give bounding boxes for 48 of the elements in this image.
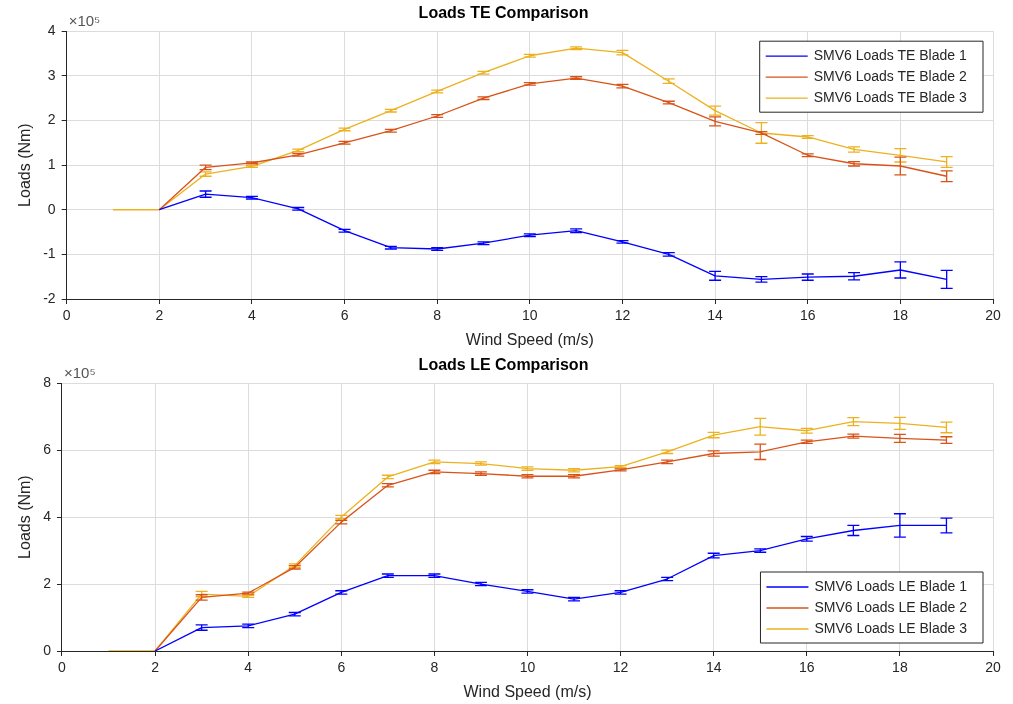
x-tick-label: 6 bbox=[340, 307, 349, 324]
x-tick-label: 12 bbox=[612, 659, 629, 676]
y-tick-label: 2 bbox=[43, 574, 52, 591]
legend-label: SMV6 Loads LE Blade 3 bbox=[814, 619, 968, 636]
x-tick-label: 18 bbox=[892, 307, 909, 324]
x-tick-label: 4 bbox=[248, 307, 257, 324]
y-tick-label: 0 bbox=[47, 200, 56, 217]
x-tick-label: 14 bbox=[707, 307, 724, 324]
x-tick-label: 20 bbox=[985, 307, 1001, 324]
y-axis-title: Loads (Nm) bbox=[16, 123, 34, 207]
x-tick-label: 4 bbox=[244, 659, 253, 676]
legend-label: SMV6 Loads TE Blade 1 bbox=[813, 47, 967, 64]
x-tick-label: 16 bbox=[799, 307, 816, 324]
x-axis-title: Wind Speed (m/s) bbox=[463, 682, 592, 700]
x-tick-label: 18 bbox=[892, 659, 908, 676]
x-axis-title: Wind Speed (m/s) bbox=[465, 330, 594, 348]
y-tick-label: 3 bbox=[47, 66, 56, 83]
x-tick-label: 2 bbox=[155, 307, 164, 324]
x-tick-label: 12 bbox=[614, 307, 631, 324]
legend-label: SMV6 Loads LE Blade 2 bbox=[814, 598, 968, 615]
y-tick-label: 4 bbox=[47, 22, 56, 39]
y-tick-label: 2 bbox=[47, 111, 56, 128]
y-tick-label: 6 bbox=[43, 441, 52, 458]
y-tick-label: 1 bbox=[47, 155, 56, 172]
y-tick-label: -2 bbox=[43, 289, 56, 306]
x-tick-label: 8 bbox=[430, 659, 439, 676]
x-tick-label: 0 bbox=[62, 307, 71, 324]
legend-label: SMV6 Loads LE Blade 1 bbox=[814, 577, 968, 594]
y-tick-label: 4 bbox=[43, 507, 52, 524]
x-tick-label: 10 bbox=[519, 659, 536, 676]
x-tick-label: 10 bbox=[522, 307, 538, 324]
y-axis-title: Loads (Nm) bbox=[16, 475, 34, 559]
x-tick-label: 14 bbox=[705, 659, 722, 676]
y-tick-label: 8 bbox=[43, 374, 52, 391]
chart-title: Loads LE Comparison bbox=[418, 356, 589, 374]
x-tick-label: 20 bbox=[985, 659, 1001, 676]
x-tick-label: 0 bbox=[58, 659, 67, 676]
chart-title: Loads TE Comparison bbox=[418, 4, 589, 22]
y-tick-label: 0 bbox=[43, 641, 52, 658]
legend-label: SMV6 Loads TE Blade 2 bbox=[813, 68, 967, 85]
x-tick-label: 16 bbox=[799, 659, 815, 676]
legend-label: SMV6 Loads TE Blade 3 bbox=[813, 89, 967, 106]
y-tick-label: -1 bbox=[43, 245, 56, 262]
text: ×10⁵ bbox=[63, 363, 96, 381]
x-tick-label: 8 bbox=[433, 307, 442, 324]
x-tick-label: 2 bbox=[151, 659, 160, 676]
x-tick-label: 6 bbox=[337, 659, 346, 676]
text: ×10⁵ bbox=[68, 11, 101, 29]
